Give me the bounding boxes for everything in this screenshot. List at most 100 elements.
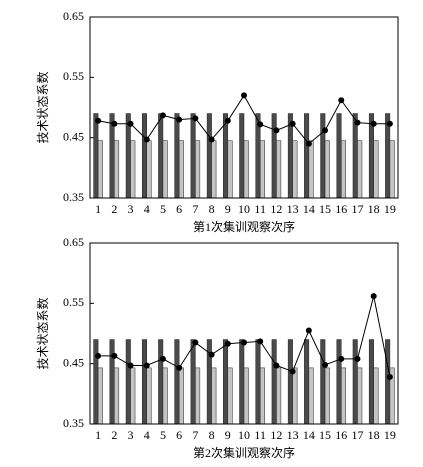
bar xyxy=(271,339,277,425)
bar xyxy=(320,339,326,425)
x-tick-label: 11 xyxy=(254,428,266,442)
x-tick-label: 15 xyxy=(319,428,331,442)
bar xyxy=(211,367,217,425)
x-tick-label: 19 xyxy=(384,428,396,442)
bar xyxy=(97,140,103,199)
marker xyxy=(192,339,199,346)
x-tick-label: 1 xyxy=(95,202,101,216)
bar xyxy=(389,140,395,199)
bar xyxy=(341,367,347,425)
bar xyxy=(271,113,277,199)
x-tick-label: 7 xyxy=(192,202,198,216)
x-tick-label: 9 xyxy=(225,428,231,442)
bar xyxy=(146,367,152,425)
bar xyxy=(336,339,342,425)
y-axis-label: 技术状态系数 xyxy=(35,71,50,143)
bar xyxy=(146,140,152,199)
x-tick-label: 10 xyxy=(238,428,250,442)
bar xyxy=(324,140,330,199)
marker xyxy=(95,117,102,124)
bar xyxy=(178,367,184,425)
bar xyxy=(109,339,115,425)
x-tick-label: 13 xyxy=(287,202,299,216)
marker xyxy=(322,361,329,368)
x-tick-label: 2 xyxy=(111,202,117,216)
marker xyxy=(338,97,345,104)
bar xyxy=(178,140,184,199)
x-axis-label: 第1次集训观察次序 xyxy=(193,219,295,234)
y-tick-label: 0.55 xyxy=(63,295,84,309)
x-tick-label: 8 xyxy=(209,202,215,216)
bar xyxy=(239,339,245,425)
bar xyxy=(352,113,358,199)
bar xyxy=(130,140,136,199)
bar xyxy=(324,367,330,425)
x-tick-label: 18 xyxy=(368,202,380,216)
bar xyxy=(276,367,282,425)
marker xyxy=(111,120,118,127)
bar xyxy=(308,367,314,425)
x-tick-label: 4 xyxy=(144,428,150,442)
x-tick-label: 17 xyxy=(351,202,363,216)
y-axis-label: 技术状态系数 xyxy=(35,297,50,369)
x-tick-label: 12 xyxy=(270,202,282,216)
bar xyxy=(259,140,265,199)
bar xyxy=(276,140,282,199)
bar xyxy=(162,140,168,199)
marker xyxy=(208,351,215,358)
marker xyxy=(176,116,183,123)
x-axis-label: 第2次集训观察次序 xyxy=(193,445,295,460)
marker xyxy=(143,136,150,143)
bar xyxy=(259,367,265,425)
marker xyxy=(143,362,150,369)
bar xyxy=(114,140,120,199)
y-tick-label: 0.35 xyxy=(63,190,84,204)
x-tick-label: 13 xyxy=(287,428,299,442)
bar xyxy=(190,339,196,425)
bar xyxy=(195,367,201,425)
bar xyxy=(130,367,136,425)
bar xyxy=(255,339,261,425)
bar xyxy=(114,367,120,425)
x-tick-label: 2 xyxy=(111,428,117,442)
x-tick-label: 8 xyxy=(209,428,215,442)
x-tick-label: 10 xyxy=(238,202,250,216)
marker xyxy=(386,373,393,380)
bar xyxy=(336,113,342,199)
marker xyxy=(370,293,377,300)
marker xyxy=(176,364,183,371)
marker xyxy=(159,112,166,119)
bar xyxy=(239,113,245,199)
y-tick-label: 0.65 xyxy=(63,9,84,23)
x-tick-label: 17 xyxy=(351,428,363,442)
bar xyxy=(158,339,164,425)
bar xyxy=(304,339,310,425)
marker xyxy=(370,120,377,127)
bar xyxy=(352,339,358,425)
bar xyxy=(211,140,217,199)
bar xyxy=(195,140,201,199)
marker xyxy=(273,127,280,134)
bar xyxy=(385,339,391,425)
y-tick-label: 0.65 xyxy=(63,235,84,249)
x-tick-label: 6 xyxy=(176,202,182,216)
bar xyxy=(373,367,379,425)
bar xyxy=(174,339,180,425)
marker xyxy=(241,339,247,346)
plot-frame xyxy=(89,242,399,425)
bar xyxy=(125,339,131,425)
marker xyxy=(289,368,296,375)
bar xyxy=(223,113,229,199)
marker xyxy=(241,92,247,99)
marker xyxy=(289,120,296,127)
marker xyxy=(273,362,280,369)
bar xyxy=(292,367,298,425)
x-tick-label: 5 xyxy=(160,202,166,216)
x-tick-label: 16 xyxy=(335,428,347,442)
marker xyxy=(257,338,264,345)
marker xyxy=(127,362,134,369)
bar xyxy=(357,367,363,425)
x-tick-label: 19 xyxy=(384,202,396,216)
bar xyxy=(243,367,249,425)
